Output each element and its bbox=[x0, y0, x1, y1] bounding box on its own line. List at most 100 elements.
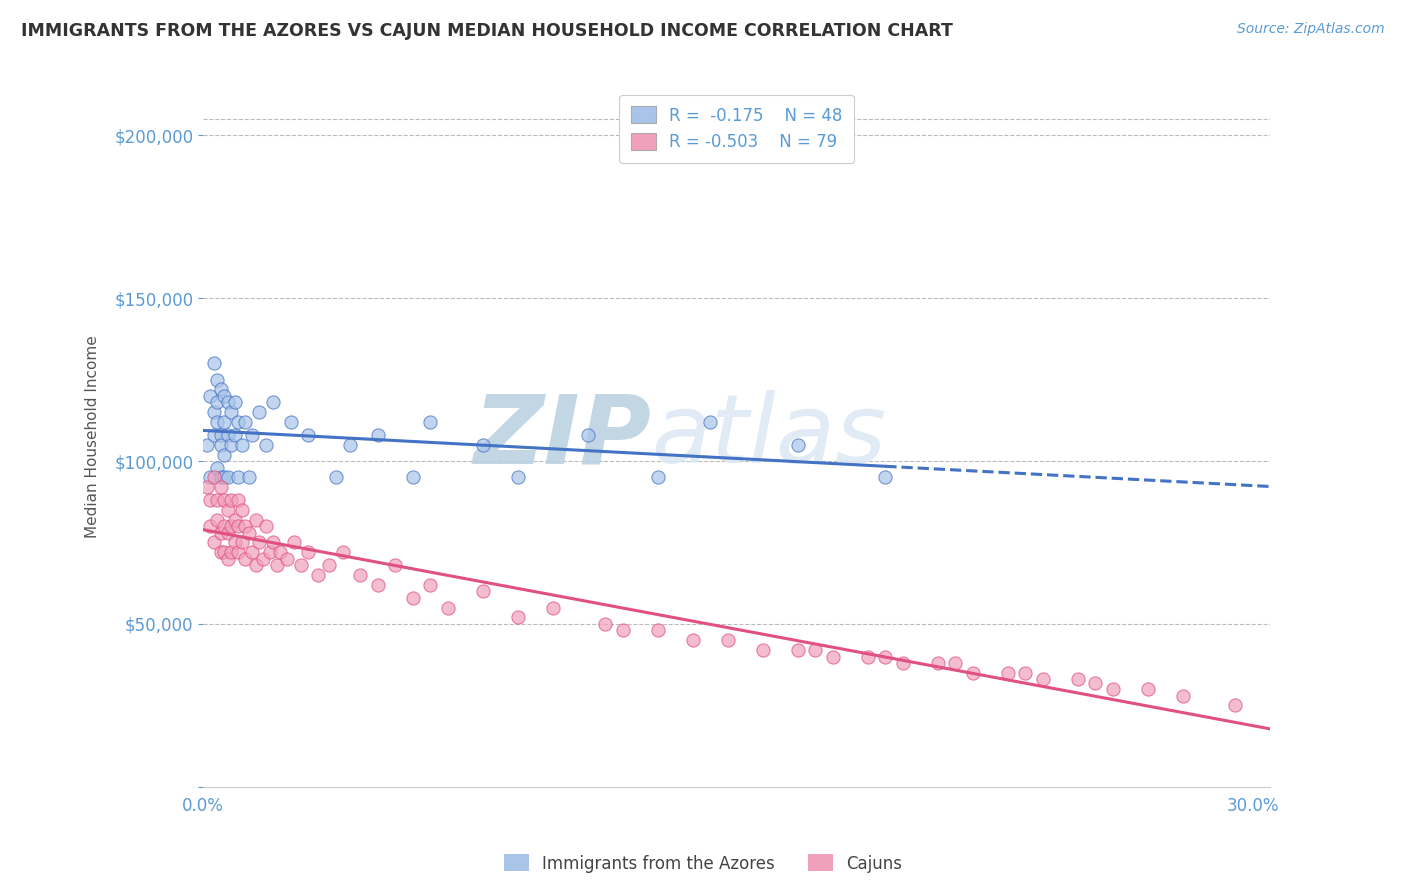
Y-axis label: Median Household Income: Median Household Income bbox=[86, 335, 100, 538]
Point bbox=[226, 519, 249, 533]
Point bbox=[419, 415, 441, 429]
Point bbox=[212, 448, 235, 462]
Point bbox=[717, 633, 740, 648]
Point bbox=[240, 428, 263, 442]
Point bbox=[506, 610, 529, 624]
Point bbox=[647, 624, 669, 638]
Point bbox=[238, 470, 260, 484]
Point bbox=[308, 568, 330, 582]
Point bbox=[226, 470, 249, 484]
Point bbox=[927, 656, 949, 670]
Point bbox=[1032, 673, 1054, 687]
Point bbox=[209, 428, 232, 442]
Point bbox=[699, 415, 721, 429]
Point bbox=[231, 503, 253, 517]
Point bbox=[226, 545, 249, 559]
Point bbox=[297, 428, 319, 442]
Point bbox=[202, 535, 225, 549]
Point bbox=[891, 656, 914, 670]
Point bbox=[217, 551, 239, 566]
Point bbox=[384, 558, 406, 573]
Point bbox=[266, 558, 288, 573]
Point bbox=[471, 584, 494, 599]
Point bbox=[238, 525, 260, 540]
Point bbox=[226, 493, 249, 508]
Point bbox=[233, 551, 256, 566]
Text: IMMIGRANTS FROM THE AZORES VS CAJUN MEDIAN HOUSEHOLD INCOME CORRELATION CHART: IMMIGRANTS FROM THE AZORES VS CAJUN MEDI… bbox=[21, 22, 953, 40]
Point bbox=[209, 545, 232, 559]
Point bbox=[219, 405, 242, 419]
Point bbox=[402, 591, 425, 605]
Point bbox=[212, 389, 235, 403]
Point bbox=[367, 578, 389, 592]
Point bbox=[212, 415, 235, 429]
Point bbox=[1136, 682, 1159, 697]
Point bbox=[217, 428, 239, 442]
Point bbox=[247, 535, 270, 549]
Point bbox=[245, 558, 267, 573]
Point bbox=[752, 643, 775, 657]
Point bbox=[997, 665, 1019, 680]
Point bbox=[233, 519, 256, 533]
Point bbox=[205, 373, 228, 387]
Point bbox=[856, 649, 879, 664]
Point bbox=[226, 415, 249, 429]
Point bbox=[252, 551, 274, 566]
Point bbox=[332, 545, 354, 559]
Point bbox=[1067, 673, 1090, 687]
Text: Source: ZipAtlas.com: Source: ZipAtlas.com bbox=[1237, 22, 1385, 37]
Point bbox=[202, 428, 225, 442]
Point bbox=[269, 545, 291, 559]
Point bbox=[276, 551, 298, 566]
Point bbox=[212, 519, 235, 533]
Point bbox=[612, 624, 634, 638]
Point bbox=[212, 545, 235, 559]
Point bbox=[875, 649, 897, 664]
Point bbox=[247, 405, 270, 419]
Point bbox=[198, 493, 221, 508]
Point bbox=[240, 545, 263, 559]
Point bbox=[212, 470, 235, 484]
Point bbox=[205, 513, 228, 527]
Point bbox=[262, 535, 284, 549]
Point bbox=[297, 545, 319, 559]
Point bbox=[943, 656, 966, 670]
Point bbox=[1171, 689, 1194, 703]
Point bbox=[202, 356, 225, 370]
Point bbox=[219, 438, 242, 452]
Legend: Immigrants from the Azores, Cajuns: Immigrants from the Azores, Cajuns bbox=[496, 847, 910, 880]
Text: atlas: atlas bbox=[651, 390, 886, 483]
Point bbox=[280, 415, 302, 429]
Point bbox=[325, 470, 347, 484]
Point bbox=[245, 513, 267, 527]
Point bbox=[198, 519, 221, 533]
Point bbox=[259, 545, 281, 559]
Point bbox=[821, 649, 844, 664]
Point bbox=[541, 600, 564, 615]
Point bbox=[205, 460, 228, 475]
Point bbox=[195, 438, 218, 452]
Point bbox=[290, 558, 312, 573]
Point bbox=[219, 519, 242, 533]
Point bbox=[1014, 665, 1036, 680]
Point bbox=[209, 382, 232, 396]
Point bbox=[231, 438, 253, 452]
Point bbox=[202, 405, 225, 419]
Point bbox=[262, 395, 284, 409]
Point bbox=[224, 428, 246, 442]
Point bbox=[437, 600, 460, 615]
Point bbox=[209, 480, 232, 494]
Point bbox=[339, 438, 361, 452]
Point bbox=[219, 545, 242, 559]
Point bbox=[962, 665, 984, 680]
Point bbox=[233, 415, 256, 429]
Point bbox=[349, 568, 371, 582]
Point bbox=[198, 389, 221, 403]
Point bbox=[231, 535, 253, 549]
Point bbox=[198, 470, 221, 484]
Point bbox=[875, 470, 897, 484]
Point bbox=[202, 470, 225, 484]
Point bbox=[217, 503, 239, 517]
Text: ZIP: ZIP bbox=[474, 390, 651, 483]
Point bbox=[254, 519, 277, 533]
